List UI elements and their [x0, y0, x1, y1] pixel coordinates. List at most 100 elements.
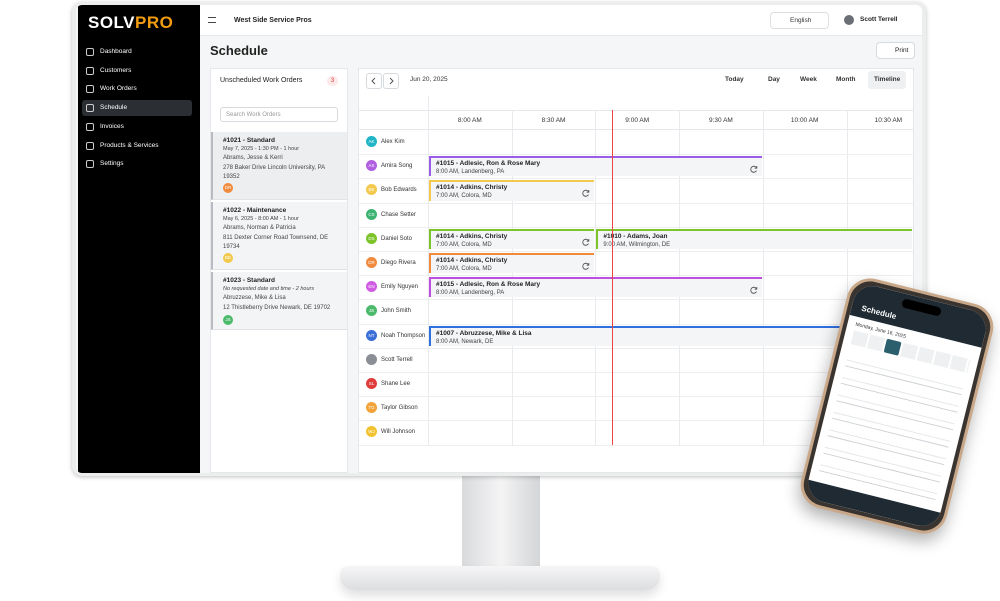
today-button[interactable]: Today	[725, 76, 744, 83]
grid-row-line	[359, 275, 914, 277]
date-picker[interactable]: Jun 20, 2025	[410, 76, 448, 83]
nav-item[interactable]: Customers	[82, 63, 192, 79]
event-block[interactable]: #1010 - Adams, Joan 9:00 AM, Wilmington, …	[596, 228, 913, 249]
event-subtitle: 7:00 AM, Colora, MD	[436, 266, 492, 272]
sidebar	[78, 5, 200, 473]
work-order-card[interactable]: #1023 - Standard No requested date and ti…	[211, 272, 347, 330]
grid-row-line	[359, 347, 914, 349]
nav-label: Settings	[100, 160, 124, 168]
staff-name: Noah Thompson	[381, 332, 426, 339]
time-label: 8:00 AM	[457, 117, 482, 124]
grid-row-line	[359, 226, 914, 228]
work-order-when: No requested date and time - 2 hours	[223, 286, 315, 292]
event-title: #1014 - Adkins, Christy	[436, 257, 508, 264]
staff-name: John Smith	[381, 308, 412, 315]
event-block[interactable]: #1014 - Adkins, Christy 7:00 AM, Colora, …	[429, 228, 595, 249]
print-label: Print	[895, 47, 909, 54]
staff-avatar: AK	[366, 136, 377, 147]
recurring-icon	[750, 281, 758, 294]
time-label: 9:30 AM	[709, 117, 733, 124]
event-block[interactable]: #1014 - Adkins, Christy 7:00 AM, Colora, …	[429, 180, 595, 201]
staff-avatar: WJ	[366, 426, 377, 438]
nav-item[interactable]: Invoices	[82, 119, 192, 135]
recurring-icon	[750, 160, 758, 173]
staff-avatar: TG	[366, 402, 377, 414]
event-title: #1007 - Abruzzese, Mike & Lisa	[436, 329, 532, 337]
unscheduled-panel	[210, 68, 348, 473]
event-subtitle: 8:00 AM, Landenberg, PA	[436, 290, 505, 297]
view-tab[interactable]: Week	[800, 76, 817, 83]
unscheduled-count: 3	[327, 76, 338, 86]
event-subtitle: 7:00 AM, Colora, MD	[436, 241, 492, 248]
print-button[interactable]: Print	[876, 42, 915, 59]
page-title: Schedule	[210, 43, 268, 58]
staff-name: Diego Rivera	[381, 260, 416, 266]
staff-avatar	[366, 353, 377, 365]
event-block[interactable]: #1014 - Adkins, Christy 7:00 AM, Colora, …	[429, 253, 595, 274]
logo: SOLVPRO	[88, 13, 173, 33]
event-title: #1014 - Adkins, Christy	[436, 232, 508, 240]
grid-row-line	[359, 396, 914, 398]
event-block[interactable]: #1015 - Adlesic, Ron & Rose Mary 8:00 AM,…	[429, 156, 762, 177]
event-subtitle: 7:00 AM, Colora, MD	[436, 193, 492, 200]
grid-row-line	[359, 420, 914, 422]
work-order-when: May 7, 2025 - 1:30 PM - 1 hour	[223, 146, 300, 152]
grid-row-line	[359, 444, 914, 446]
work-order-customer: Abrams, Jesse & Kerri	[223, 155, 283, 161]
grid-row-line	[359, 202, 914, 204]
event-block[interactable]: #1015 - Adlesic, Ron & Rose Mary 8:00 AM,…	[429, 277, 762, 298]
staff-name: Bob Edwards	[381, 187, 417, 194]
nav-item[interactable]: Products & Services	[82, 138, 192, 154]
time-label: 8:30 AM	[541, 117, 566, 124]
nav-label: Schedule	[100, 104, 128, 112]
recurring-icon	[582, 257, 590, 270]
search-input[interactable]: Search Work Orders	[220, 107, 338, 122]
screen: SOLVPRO Dashboard Customers Work Orders Sche…	[76, 5, 922, 473]
staff-avatar: NT	[366, 329, 377, 341]
nav-item[interactable]: Work Orders	[82, 81, 192, 97]
work-order-title: #1022 - Maintenance	[223, 207, 287, 214]
event-title: #1014 - Adkins, Christy	[436, 184, 508, 192]
nav-arrow-button[interactable]	[383, 73, 399, 89]
view-tab[interactable]: Timeline	[868, 71, 907, 89]
event-block[interactable]: #1007 - Abruzzese, Mike & Lisa 8:00 AM, N…	[429, 325, 913, 346]
user-avatar	[844, 15, 854, 25]
staff-name: Amira Song	[381, 163, 413, 170]
time-label: 10:00 AM	[790, 117, 819, 124]
nav-label: Customers	[100, 66, 132, 74]
work-order-when: May 6, 2025 - 8:00 AM - 1 hour	[223, 216, 299, 222]
event-title: #1010 - Adams, Joan	[603, 232, 668, 240]
unscheduled-title: Unscheduled Work Orders	[220, 77, 303, 84]
nav-label: Dashboard	[100, 48, 132, 55]
view-tab[interactable]: Month	[836, 76, 856, 83]
recurring-icon	[582, 233, 590, 246]
grid-column-line	[762, 110, 764, 445]
staff-name: Alex Kim	[381, 139, 405, 145]
nav-icon	[86, 85, 94, 94]
company-name: West Side Service Pros	[234, 17, 312, 24]
work-order-card[interactable]: #1022 - Maintenance May 6, 2025 - 8:00 AM…	[211, 202, 347, 270]
nav-item[interactable]: Settings	[82, 156, 192, 172]
grid-row-line	[359, 299, 914, 301]
current-time-line	[612, 110, 614, 445]
nav-item[interactable]: Dashboard	[82, 44, 192, 60]
nav-arrow-button[interactable]	[366, 73, 382, 89]
monitor-base	[340, 566, 660, 590]
event-title: #1015 - Adlesic, Ron & Rose Mary	[436, 281, 541, 289]
language-label: English	[790, 17, 812, 24]
staff-name: Taylor Gibson	[381, 405, 418, 412]
grid-row-line	[359, 251, 914, 252]
nav-icon	[86, 160, 94, 169]
nav-label: Work Orders	[100, 85, 137, 93]
assignee-badge: BE	[223, 253, 233, 263]
work-order-card[interactable]: #1021 - Standard May 7, 2025 - 1:30 PM - …	[211, 132, 347, 200]
grid-column-line	[428, 96, 429, 445]
staff-avatar: AS	[366, 160, 377, 172]
view-tab[interactable]: Day	[768, 76, 780, 83]
grid-column-line	[846, 110, 848, 445]
language-select[interactable]: English	[770, 12, 829, 29]
staff-avatar: DR	[366, 257, 377, 268]
staff-avatar: BE	[366, 184, 377, 196]
nav-item[interactable]: Schedule	[82, 100, 192, 117]
event-subtitle: 8:00 AM, Landenberg, PA	[436, 169, 505, 176]
